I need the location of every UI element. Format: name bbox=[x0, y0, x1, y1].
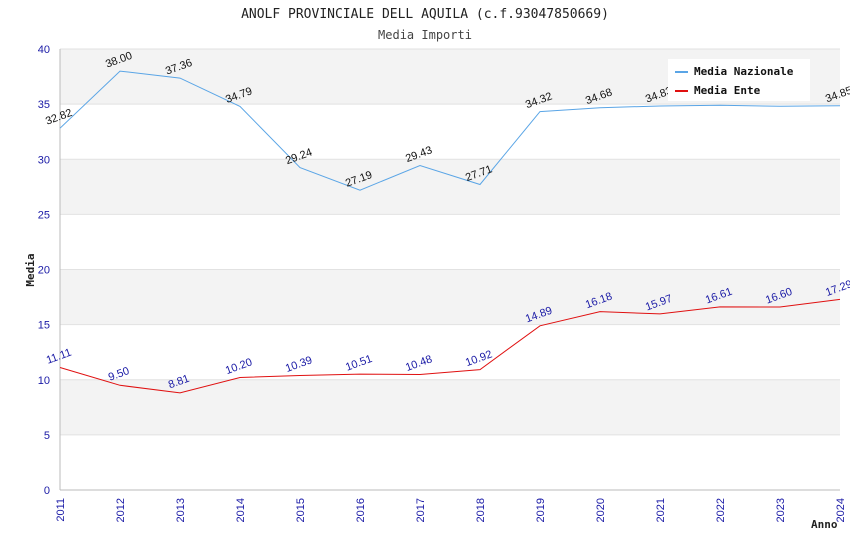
legend-label-media-ente: Media Ente bbox=[694, 84, 761, 97]
series-lines bbox=[59, 70, 841, 394]
legend: Media Nazionale Media Ente bbox=[668, 59, 810, 101]
y-tick-label: 25 bbox=[38, 209, 50, 221]
data-label: 10.51 bbox=[344, 353, 374, 374]
x-tick-label: 2024 bbox=[835, 498, 847, 522]
background-band bbox=[60, 379, 840, 435]
x-tick-label: 2016 bbox=[355, 498, 367, 522]
x-axis-label: Anno bbox=[811, 518, 838, 531]
series-line-media-ente bbox=[59, 298, 841, 394]
x-tick-label: 2022 bbox=[715, 498, 727, 522]
data-label: 11.11 bbox=[45, 347, 73, 367]
data-label: 10.48 bbox=[404, 353, 434, 374]
x-tick-label: 2020 bbox=[595, 498, 607, 522]
data-label: 10.20 bbox=[224, 356, 254, 377]
x-tick-label: 2014 bbox=[235, 498, 247, 522]
x-tick-label: 2018 bbox=[475, 498, 487, 522]
y-tick-label: 20 bbox=[38, 265, 50, 277]
background-band bbox=[60, 269, 840, 325]
y-tick-label: 5 bbox=[44, 430, 50, 442]
legend-box bbox=[668, 59, 810, 101]
y-tick-label: 35 bbox=[38, 99, 50, 111]
chart-title: ANOLF PROVINCIALE DELL AQUILA (c.f.93047… bbox=[241, 7, 609, 22]
background-band bbox=[60, 159, 840, 215]
x-tick-labels: 2011 2012 2013 2014 2015 2016 2017 2018 2019 2020… bbox=[55, 498, 847, 522]
background-bands bbox=[60, 49, 840, 435]
x-tick-label: 2017 bbox=[415, 498, 427, 522]
x-tick-label: 2015 bbox=[295, 498, 307, 522]
y-tick-label: 30 bbox=[38, 154, 50, 166]
legend-label-media-nazionale: Media Nazionale bbox=[694, 65, 794, 78]
chart-subtitle: Media Importi bbox=[378, 28, 472, 42]
y-tick-label: 0 bbox=[44, 485, 50, 497]
x-tick-label: 2023 bbox=[775, 498, 787, 522]
y-tick-label: 10 bbox=[38, 375, 50, 387]
x-tick-label: 2019 bbox=[535, 498, 547, 522]
data-label: 10.92 bbox=[464, 348, 494, 369]
y-axis-label: Media bbox=[24, 253, 37, 286]
series-line-media-nazionale bbox=[59, 70, 841, 191]
x-tick-label: 2013 bbox=[175, 498, 187, 522]
y-tick-label: 15 bbox=[38, 320, 50, 332]
data-label: 10.39 bbox=[284, 354, 314, 375]
y-tick-labels: 0 5 10 15 20 25 30 35 40 bbox=[38, 44, 50, 497]
x-tick-label: 2021 bbox=[655, 498, 667, 522]
x-tick-label: 2011 bbox=[55, 498, 67, 522]
y-tick-label: 40 bbox=[38, 44, 50, 56]
x-tick-label: 2012 bbox=[115, 498, 127, 522]
